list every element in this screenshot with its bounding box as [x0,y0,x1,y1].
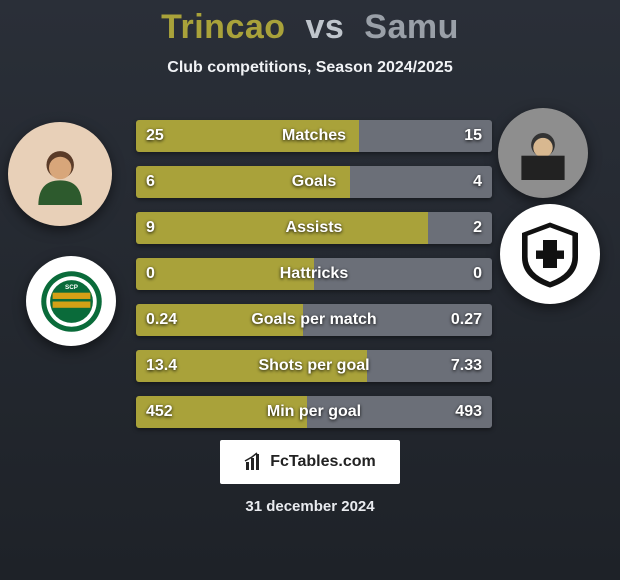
stats-bars: 2515Matches 64Goals 92Assists 00Hattricks 0.… [136,120,492,442]
chart-icon [244,452,264,472]
vitoria-logo-icon [515,219,585,289]
stat-row: 2515Matches [136,120,492,152]
stat-label: Goals [136,166,492,198]
footer-date: 31 december 2024 [0,498,620,515]
stat-label: Shots per goal [136,350,492,382]
person-icon [516,126,570,180]
stat-label: Matches [136,120,492,152]
vs-label: vs [306,8,345,46]
comparison-title: Trincao vs Samu [0,8,620,47]
sporting-logo-icon: SCP [40,270,103,333]
player2-club-logo [500,204,600,304]
stat-label: Min per goal [136,396,492,428]
header: Trincao vs Samu Club competitions, Seaso… [0,0,620,77]
stat-row: 13.47.33Shots per goal [136,350,492,382]
svg-text:SCP: SCP [65,283,78,290]
player1-name: Trincao [161,8,285,46]
person-icon [29,143,91,205]
site-label: FcTables.com [270,453,376,471]
stat-row: 64Goals [136,166,492,198]
player1-photo [8,122,112,226]
stat-row: 92Assists [136,212,492,244]
site-logo[interactable]: FcTables.com [220,440,400,484]
stat-label: Goals per match [136,304,492,336]
player2-name: Samu [364,8,459,46]
player1-club-logo: SCP [26,256,116,346]
subtitle: Club competitions, Season 2024/2025 [0,59,620,77]
stat-label: Hattricks [136,258,492,290]
stat-row: 452493Min per goal [136,396,492,428]
stat-row: 00Hattricks [136,258,492,290]
stat-row: 0.240.27Goals per match [136,304,492,336]
player2-photo [498,108,588,198]
stat-label: Assists [136,212,492,244]
